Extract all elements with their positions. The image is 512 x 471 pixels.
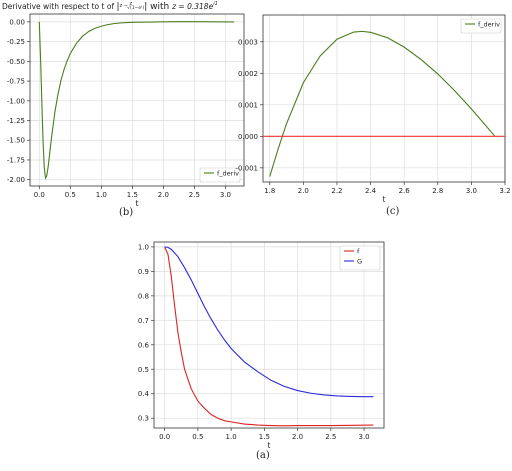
x-tick-label: 2.0 (292, 433, 303, 441)
x-tick-label: 3.0 (358, 433, 369, 441)
y-tick-label: 1.0 (138, 243, 149, 251)
x-tick-label: 1.0 (226, 433, 237, 441)
x-tick-label: 0.0 (159, 433, 170, 441)
axes-frame (29, 13, 245, 187)
caption-b: (b) (119, 207, 134, 218)
axes-frame (262, 14, 506, 183)
x-tick-label: 2.8 (432, 187, 443, 195)
legend-label: G (357, 258, 362, 266)
legend-box (339, 245, 381, 271)
y-tick-label: 0.3 (138, 415, 149, 423)
series-line-f_deriv (38, 21, 235, 180)
chart-b: 0.0 0.5 1.0 1.5 2.0 2.5 3.0 0.00 -0.25 -0.50 -0.75… (2, 1, 245, 208)
y-tick-label: 0.00 (9, 18, 25, 26)
caption-c: (c) (386, 206, 400, 217)
chart-c: 1.8 2.0 2.2 2.4 2.6 2.8 3.0 3.2 0.003 0.002 0.001 0… (235, 14, 511, 204)
axes-frame (153, 241, 385, 429)
y-tick-label: -0.50 (7, 58, 25, 66)
x-tick-label: 1.8 (264, 187, 275, 195)
x-tick-label: 0.0 (34, 191, 45, 199)
legend-label: f (357, 248, 360, 256)
y-tick-label: 0.5 (138, 366, 149, 374)
x-tick-label: 0.5 (192, 433, 203, 441)
y-tick-label: -1.25 (7, 117, 25, 125)
y-tick-label: -1.50 (7, 137, 25, 145)
y-tick-label: 0.003 (238, 38, 258, 46)
x-tick-label: 2.5 (189, 191, 200, 199)
x-tick-label: 2.6 (399, 187, 411, 195)
x-tick-label: 1.5 (127, 191, 138, 199)
y-tick-label: 0.7 (138, 317, 149, 325)
y-tick-label: 0.6 (138, 341, 150, 349)
caption-a: (a) (256, 450, 270, 461)
y-tick-label: 0.001 (238, 101, 258, 109)
legend: fG (339, 245, 381, 271)
y-tick-label: 0.8 (138, 292, 149, 300)
legend-label: f_deriv (478, 21, 500, 29)
y-tick-label: -2.00 (7, 176, 25, 184)
y-tick-label: -1.00 (7, 97, 25, 105)
x-axis-label: t (268, 441, 271, 450)
x-tick-label: 2.4 (365, 187, 377, 195)
y-tick-label: 0.9 (138, 268, 149, 276)
chart-a: 0.0 0.5 1.0 1.5 2.0 2.5 3.0 1.0 0.9 0.8 0.7 0.6 0.5 0… (138, 241, 385, 450)
y-tick-label: 0.002 (238, 70, 258, 78)
y-tick-label: -1.75 (7, 156, 25, 164)
legend-box (199, 167, 241, 183)
legend: f_deriv (460, 18, 502, 34)
series-line-f (164, 246, 374, 427)
series-line-f_deriv (269, 30, 496, 177)
x-tick-label: 1.5 (259, 433, 270, 441)
y-tick-label: -0.25 (7, 38, 25, 46)
x-tick-label: 2.2 (331, 187, 342, 195)
x-axis-label: t (136, 199, 139, 208)
legend: f_deriv (199, 167, 241, 183)
legend-box (460, 18, 502, 34)
y-tick-label: -0.75 (7, 78, 25, 86)
y-tick-label: 0.4 (138, 390, 150, 398)
x-tick-label: 0.5 (65, 191, 76, 199)
legend-label: f_deriv (217, 170, 239, 178)
chart-title: Derivative with respect to t of |z − z √(… (2, 1, 218, 12)
x-tick-label: 2.5 (325, 433, 336, 441)
series-line-G (164, 246, 374, 398)
x-tick-label: 2.0 (158, 191, 169, 199)
y-tick-label: 0.000 (238, 133, 258, 141)
x-tick-label: 3.0 (466, 187, 477, 195)
y-tick-label: -0.001 (235, 164, 258, 172)
x-tick-label: 1.0 (96, 191, 107, 199)
x-tick-label: 3.2 (499, 187, 510, 195)
x-tick-label: 3.0 (220, 191, 231, 199)
x-axis-label: t (383, 195, 386, 204)
x-tick-label: 2.0 (298, 187, 309, 195)
